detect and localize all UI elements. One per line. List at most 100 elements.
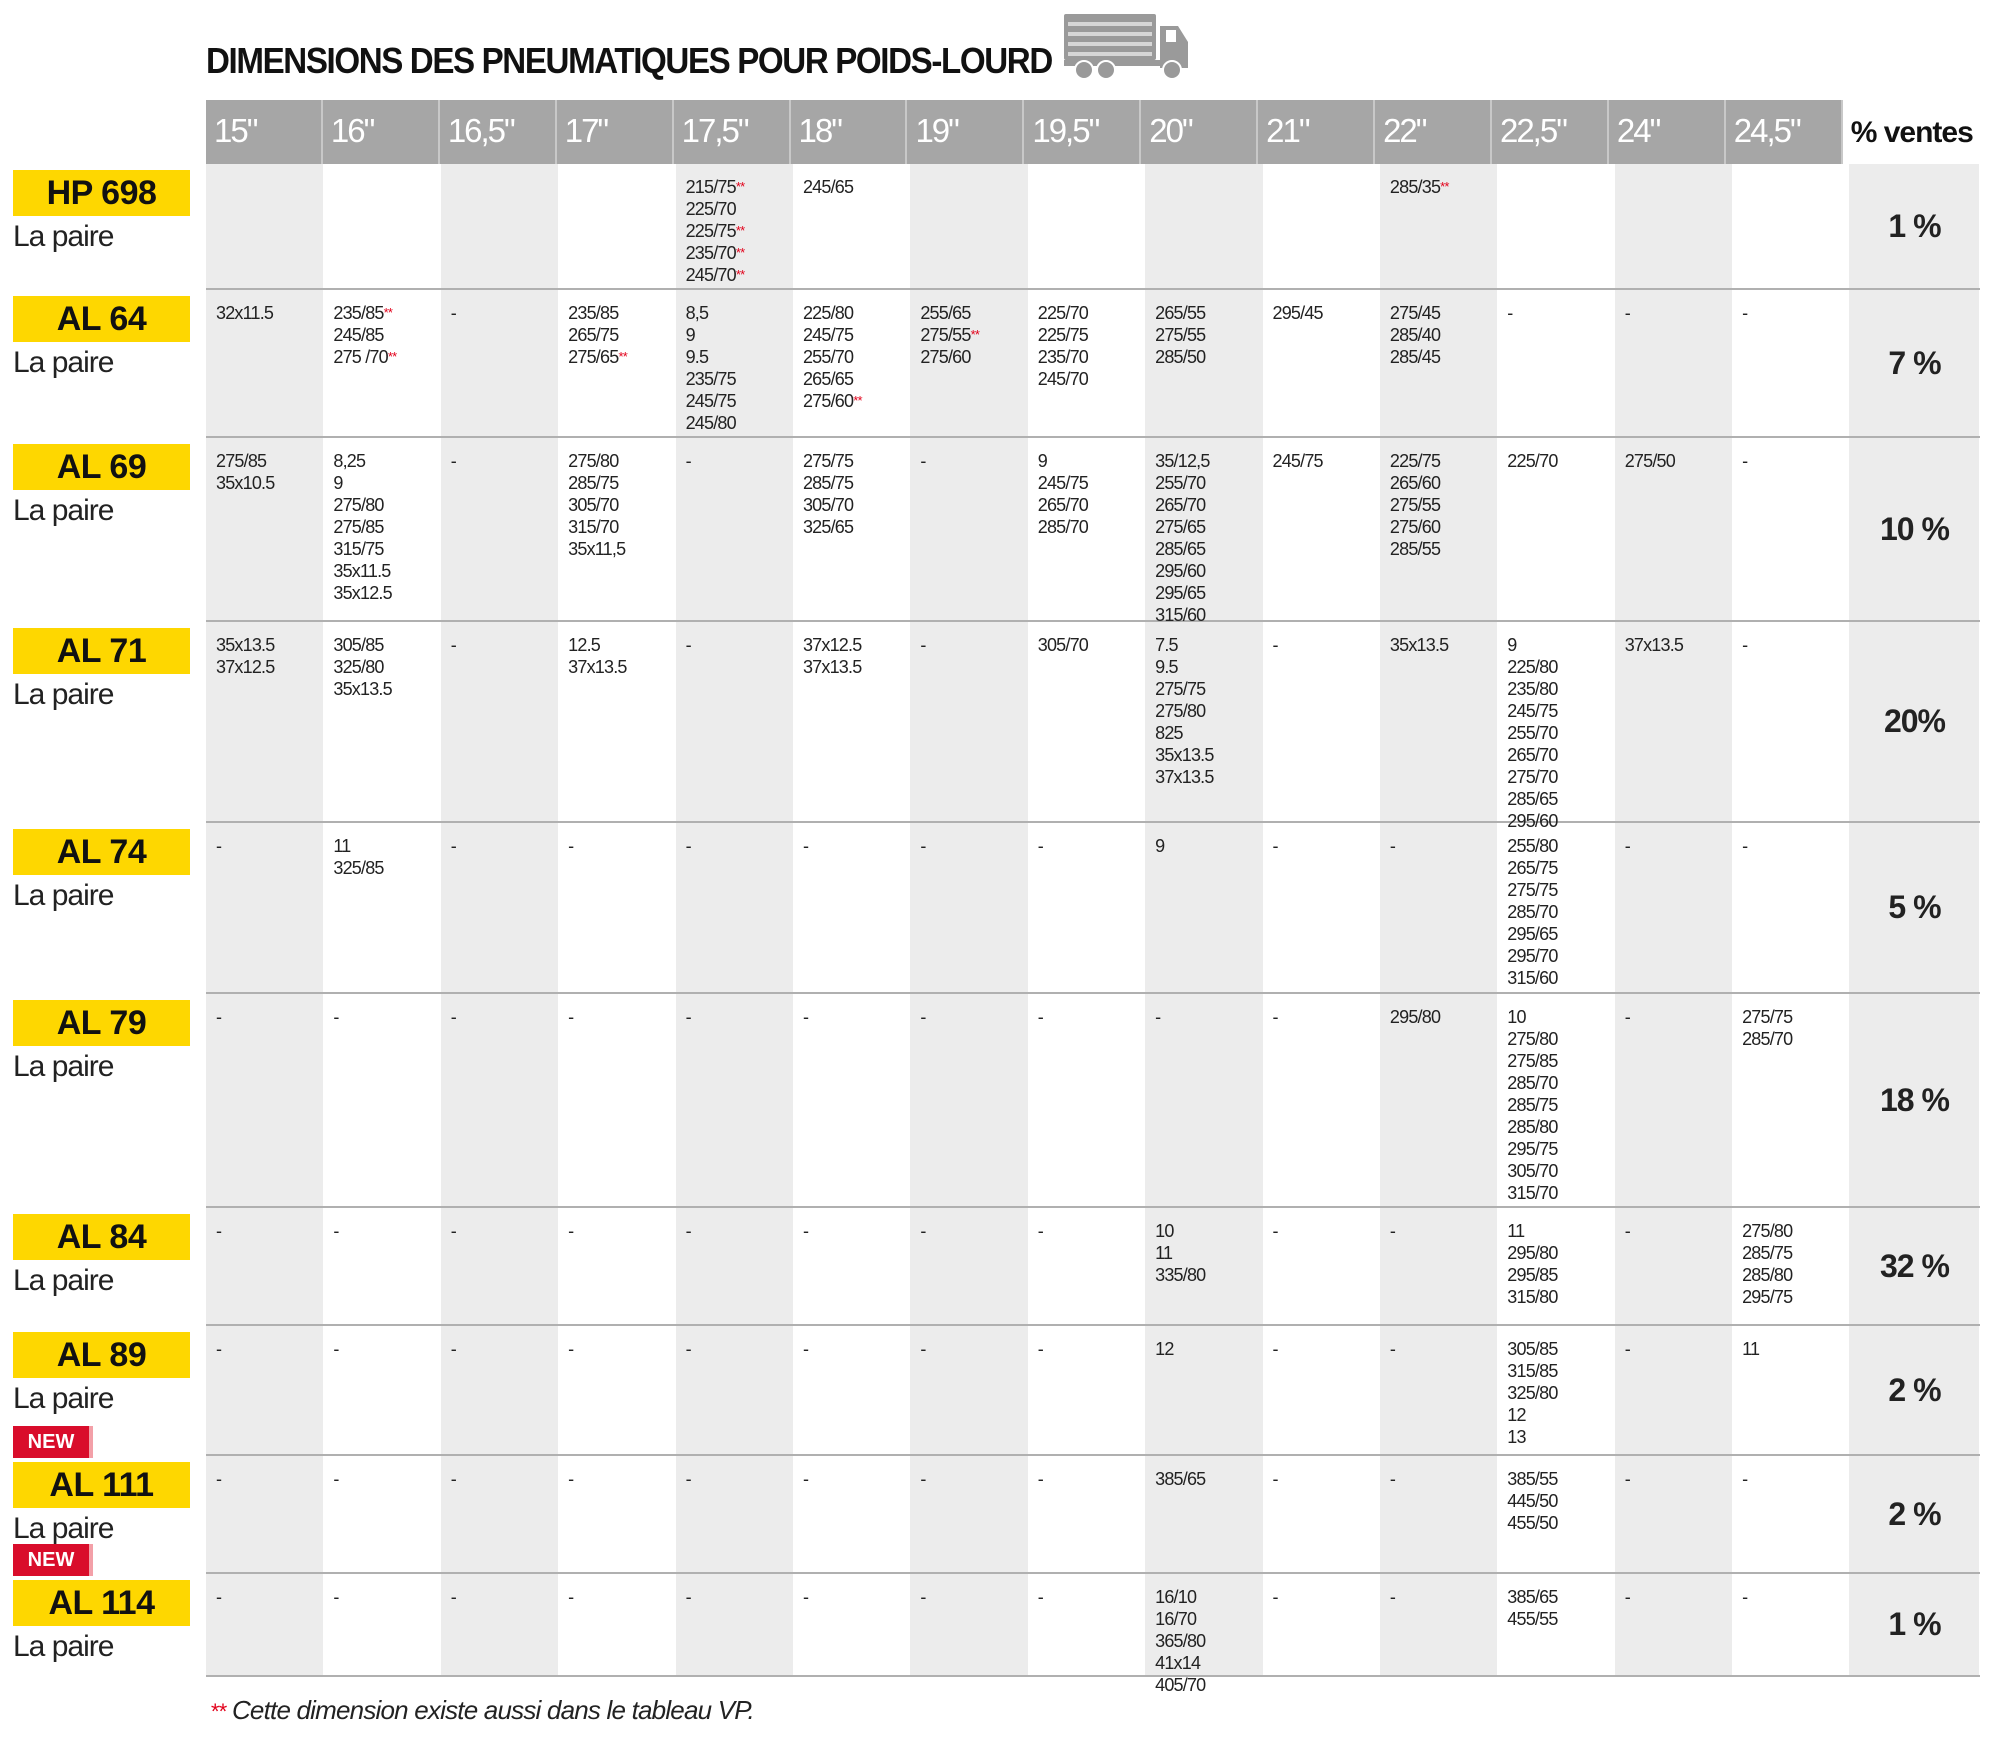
column-header: 19" [907, 100, 1025, 164]
dimension-value: 245/65 [802, 177, 854, 197]
dimension-value: 225/75 [1389, 451, 1441, 471]
dimension-value: 295/45 [1272, 303, 1324, 323]
dimension-value: - [920, 1339, 926, 1359]
table-cell: - [558, 1574, 675, 1675]
asterisk-marker: ** [735, 179, 745, 194]
table-cell: - [793, 1574, 910, 1675]
table-cell: - [1263, 1208, 1380, 1324]
table-cell: - [440, 1456, 559, 1572]
table-cell: - [675, 1326, 793, 1454]
pair-label: La paire [13, 1512, 114, 1545]
new-badge: NEW [13, 1544, 93, 1576]
dimension-value: 8,25 [333, 451, 366, 471]
table-cell: - [440, 1574, 559, 1675]
dimension-value: 16/10 [1155, 1587, 1197, 1607]
dimension-value: 225/70 [1507, 451, 1558, 471]
table-cell: 275/80 285/75 305/70 315/70 35x11,5 [558, 438, 675, 620]
dimension-value: - [568, 836, 574, 856]
table-cell: - [910, 1208, 1028, 1324]
table-cell: - [206, 1208, 324, 1324]
table-cell [323, 164, 440, 288]
dimension-value: 32x11.5 [216, 303, 274, 323]
table-cell [1732, 164, 1849, 288]
model-name: AL 71 [13, 628, 190, 674]
table-cell: - [910, 823, 1028, 992]
table-cell: - [1263, 1574, 1380, 1675]
dimension-value: 275/80 [333, 495, 384, 515]
table-cell: - [1028, 1456, 1145, 1572]
table-cell: 9 [1145, 823, 1263, 992]
dimension-value: - [450, 1587, 457, 1607]
dimension-value: 10 [1155, 1221, 1174, 1241]
dimension-value: 315/85 [1507, 1361, 1558, 1381]
sales-percent: 1 % [1849, 164, 1980, 288]
dimension-value: - [1272, 1469, 1279, 1489]
asterisk-marker: ** [853, 393, 862, 408]
dimension-value: 315/60 [1507, 968, 1558, 988]
dimension-value: 35x13.5 [1155, 745, 1214, 765]
dimension-value: 275/70 [1507, 767, 1558, 787]
column-header: 21" [1258, 100, 1376, 164]
table-cell: - [675, 823, 793, 992]
table-cell: - [1145, 994, 1263, 1206]
truck-icon [1064, 14, 1188, 80]
table-cell: - [1028, 1208, 1145, 1324]
dimension-value: 285/75 [568, 473, 619, 493]
asterisk-marker: ** [735, 267, 745, 282]
table-row: - - - - - - - -12- -305/85 315/85 325/80 12 13-11 2 % [206, 1326, 1980, 1456]
dimension-value: 275/80 [1742, 1221, 1793, 1241]
dimension-value: 275/65** [568, 347, 628, 367]
table-cell [1497, 164, 1614, 288]
dimension-value: - [802, 836, 809, 856]
header-row: 15" 16" 16,5" 17" 17,5" 18" 19" 19,5" 20" 21" 22" 2… [206, 100, 1981, 164]
table-cell: - [323, 994, 440, 1206]
table-cell: - [910, 1456, 1028, 1572]
table-cell: - [1614, 1456, 1733, 1572]
table-cell: 225/70 [1497, 438, 1614, 620]
table-cell: 275/80 285/75 285/80 295/75 [1732, 1208, 1849, 1324]
pair-label: La paire [13, 879, 114, 912]
dimension-value: 275/80 [1155, 701, 1206, 721]
dimension-value: 275/45 [1389, 303, 1441, 323]
dimension-value: 295/65 [1507, 924, 1558, 944]
column-header: 22,5" [1491, 100, 1609, 164]
dimension-value: 305/85 [333, 635, 384, 655]
dimension-value: 265/70 [1507, 745, 1558, 765]
dimension-value: - [1037, 1221, 1044, 1241]
dimension-value: 275/50 [1624, 451, 1676, 471]
dimension-value: 225/70 [1037, 303, 1089, 323]
table-cell: 10 11 335/80 [1145, 1208, 1263, 1324]
dimension-value: 10 [1507, 1007, 1526, 1027]
dimension-value: - [1272, 836, 1279, 856]
dimension-value: - [1742, 635, 1748, 655]
table-cell: 12.5 37x13.5 [558, 622, 675, 821]
dimension-value: 315/70 [1507, 1183, 1558, 1203]
table-cell: 37x13.5 [1614, 622, 1733, 821]
column-header: 18" [790, 100, 908, 164]
dimension-value: 255/70 [802, 347, 854, 367]
dimension-value: 245/75 [685, 391, 737, 411]
dimension-value: 35x13.5 [1389, 635, 1449, 655]
sales-percent-header: % ventes [1842, 100, 1981, 164]
table-cell: - [1379, 1326, 1498, 1454]
dimension-value: - [1389, 1221, 1396, 1241]
dimension-value: 35x13.5 [216, 635, 275, 655]
dimension-value: 225/80 [802, 303, 854, 323]
model-label: NEW AL 111 La paire [13, 1426, 190, 1546]
dimension-value: 825 [1155, 723, 1183, 743]
dimension-value: - [1272, 1587, 1279, 1607]
dimension-value: 225/70 [685, 199, 737, 219]
column-header: 16,5" [439, 100, 557, 164]
table-cell: - [1732, 823, 1849, 992]
dimension-value: - [1624, 1007, 1631, 1027]
dimension-value: 285/35** [1389, 177, 1450, 197]
table-cell: 16/10 16/70 365/80 41x14 405/70 [1145, 1574, 1263, 1695]
dimension-value: 275/60 [1389, 517, 1441, 537]
dimension-value: - [216, 1587, 222, 1607]
table-cell: 275/45 285/40 285/45 [1379, 290, 1498, 436]
dimension-value: - [1037, 1587, 1044, 1607]
model-label: AL 74 La paire [13, 829, 190, 913]
table-cell: 305/85 315/85 325/80 12 13 [1497, 1326, 1614, 1454]
table-cell: - [1614, 1574, 1733, 1675]
table-cell: - [793, 1326, 910, 1454]
